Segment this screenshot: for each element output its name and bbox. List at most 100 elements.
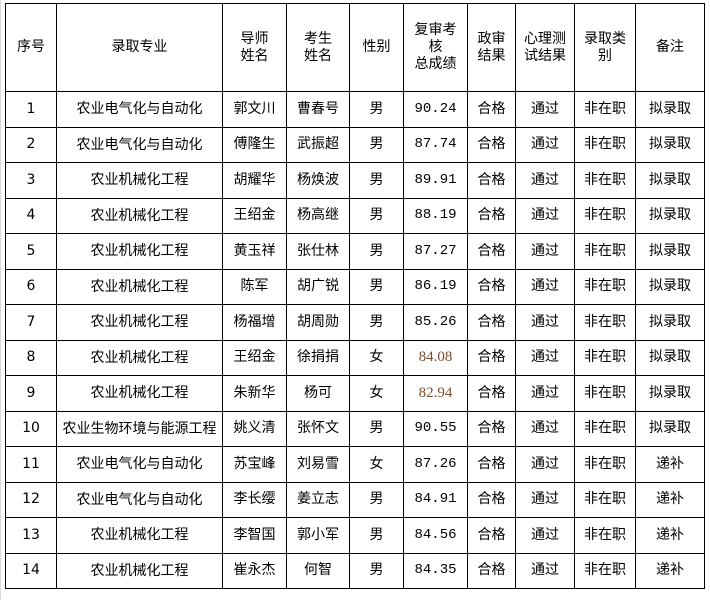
table-row: 13 农业机械化工程 李智国 郭小军男 84.56 合格 通过 非在职 递补 — [5, 517, 705, 554]
cell-no: 4 — [5, 197, 57, 234]
cell-score: 90.55 — [403, 410, 468, 447]
cell-psych: 通过 — [515, 517, 575, 554]
header-student: 考生 姓名 — [286, 3, 350, 92]
cell-type: 非在职 — [574, 268, 636, 305]
cell-gender: 女 — [349, 446, 404, 483]
cell-political: 合格 — [467, 126, 516, 163]
cell-major: 农业电气化与自动化 — [56, 446, 223, 483]
cell-political: 合格 — [467, 375, 516, 412]
cell-psych: 通过 — [515, 410, 575, 447]
cell-student: 姜立志 — [286, 481, 350, 518]
cell-type: 非在职 — [574, 162, 636, 199]
cell-psych: 通过 — [515, 339, 575, 376]
cell-no: 7 — [5, 304, 57, 341]
cell-remark: 递补 — [635, 446, 705, 483]
cell-psych: 通过 — [515, 91, 575, 128]
cell-type: 非在职 — [574, 91, 636, 128]
cell-advisor: 苏宝峰 — [222, 446, 287, 483]
table-row: 14 农业机械化工程 崔永杰 何智男 84.35 合格 通过 非在职 递补 — [5, 552, 705, 589]
cell-score: 86.19 — [403, 268, 468, 305]
cell-advisor: 王绍金 — [222, 197, 287, 234]
cell-student: 曹春号 — [286, 91, 350, 128]
cell-gender: 男 — [349, 304, 404, 341]
cell-psych: 通过 — [515, 197, 575, 234]
cell-major: 农业电气化与自动化 — [56, 126, 223, 163]
cell-type: 非在职 — [574, 375, 636, 412]
header-gender: 性别 — [349, 3, 404, 92]
table-row: 10 农业生物环境与能源工程 姚义清 张怀文男 90.55 合格 通过 非在职 拟录取 — [5, 410, 705, 447]
cell-remark: 递补 — [635, 552, 705, 589]
header-remark: 备注 — [635, 3, 705, 92]
cell-political: 合格 — [467, 339, 516, 376]
cell-student: 何智 — [286, 552, 350, 589]
cell-major: 农业电气化与自动化 — [56, 91, 223, 128]
cell-gender: 男 — [349, 91, 404, 128]
cell-student: 徐捐捐 — [286, 339, 350, 376]
cell-type: 非在职 — [574, 410, 636, 447]
cell-advisor: 陈军 — [222, 268, 287, 305]
cell-gender: 女 — [349, 339, 404, 376]
cell-advisor: 李智国 — [222, 517, 287, 554]
table-row: 2 农业电气化与自动化 傅隆生 武振超男 87.74 合格 通过 非在职 拟录取 — [5, 126, 705, 163]
cell-remark: 拟录取 — [635, 91, 705, 128]
header-type: 录取类 别 — [574, 3, 636, 92]
cell-score: 82.94 — [403, 375, 468, 412]
table-row: 12 农业电气化与自动化 李长缨 姜立志男 84.91 合格 通过 非在职 递补 — [5, 481, 705, 518]
table-row: 8 农业机械化工程 王绍金 徐捐捐女 84.08 合格 通过 非在职 拟录取 — [5, 339, 705, 376]
cell-remark: 拟录取 — [635, 375, 705, 412]
cell-political: 合格 — [467, 446, 516, 483]
table-row: 11 农业电气化与自动化 苏宝峰 刘易雪女 87.26 合格 通过 非在职 递补 — [5, 446, 705, 483]
cell-political: 合格 — [467, 197, 516, 234]
cell-political: 合格 — [467, 552, 516, 589]
cell-score: 84.91 — [403, 481, 468, 518]
cell-gender: 男 — [349, 162, 404, 199]
cell-major: 农业机械化工程 — [56, 517, 223, 554]
cell-remark: 拟录取 — [635, 304, 705, 341]
cell-remark: 拟录取 — [635, 339, 705, 376]
cell-gender: 男 — [349, 552, 404, 589]
cell-no: 12 — [5, 481, 57, 518]
header-psych: 心理测 试结果 — [515, 3, 575, 92]
cell-score: 84.08 — [403, 339, 468, 376]
table-row: 1 农业电气化与自动化 郭文川 曹春号男 90.24 合格 通过 非在职 拟录取 — [5, 91, 705, 128]
cell-no: 3 — [5, 162, 57, 199]
cell-type: 非在职 — [574, 446, 636, 483]
cell-political: 合格 — [467, 268, 516, 305]
header-major: 录取专业 — [56, 3, 223, 92]
cell-gender: 男 — [349, 517, 404, 554]
cell-advisor: 王绍金 — [222, 339, 287, 376]
cell-student: 刘易雪 — [286, 446, 350, 483]
cell-remark: 递补 — [635, 481, 705, 518]
cell-political: 合格 — [467, 517, 516, 554]
cell-political: 合格 — [467, 91, 516, 128]
cell-score: 88.19 — [403, 197, 468, 234]
table-row: 5 农业机械化工程 黄玉祥 张仕林男 87.27 合格 通过 非在职 拟录取 — [5, 233, 705, 270]
cell-political: 合格 — [467, 304, 516, 341]
cell-advisor: 朱新华 — [222, 375, 287, 412]
cell-political: 合格 — [467, 481, 516, 518]
cell-type: 非在职 — [574, 197, 636, 234]
cell-advisor: 李长缨 — [222, 481, 287, 518]
cell-psych: 通过 — [515, 481, 575, 518]
cell-score: 87.27 — [403, 233, 468, 270]
cell-major: 农业生物环境与能源工程 — [56, 410, 223, 447]
cell-student: 郭小军 — [286, 517, 350, 554]
cell-major: 农业机械化工程 — [56, 197, 223, 234]
cell-gender: 女 — [349, 375, 404, 412]
cell-psych: 通过 — [515, 446, 575, 483]
cell-type: 非在职 — [574, 126, 636, 163]
cell-gender: 男 — [349, 481, 404, 518]
cell-remark: 拟录取 — [635, 410, 705, 447]
cell-student: 杨可 — [286, 375, 350, 412]
cell-score: 90.24 — [403, 91, 468, 128]
cell-no: 9 — [5, 375, 57, 412]
sheet-edge — [0, 0, 1, 600]
cell-advisor: 杨福增 — [222, 304, 287, 341]
cell-psych: 通过 — [515, 304, 575, 341]
header-political: 政审 结果 — [467, 3, 516, 92]
cell-no: 13 — [5, 517, 57, 554]
cell-remark: 拟录取 — [635, 126, 705, 163]
header-row: 序号 录取专业 导师 姓名 考生 姓名 性别 复审考 核 总成绩 政审 结果 心… — [5, 3, 705, 92]
cell-advisor: 郭文川 — [222, 91, 287, 128]
table-row: 4 农业机械化工程 王绍金 杨高继男 88.19 合格 通过 非在职 拟录取 — [5, 197, 705, 234]
